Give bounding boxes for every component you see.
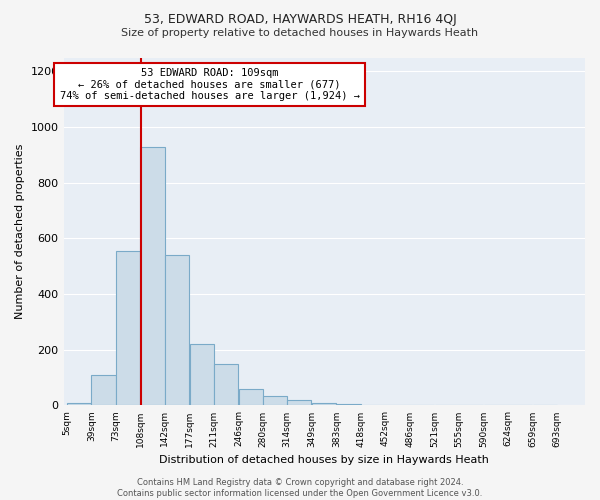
Bar — [67, 402, 91, 406]
Bar — [164, 255, 189, 406]
Bar — [263, 396, 287, 406]
Bar — [312, 402, 337, 406]
Text: 53 EDWARD ROAD: 109sqm
← 26% of detached houses are smaller (677)
74% of semi-de: 53 EDWARD ROAD: 109sqm ← 26% of detached… — [59, 68, 359, 101]
Text: Contains HM Land Registry data © Crown copyright and database right 2024.
Contai: Contains HM Land Registry data © Crown c… — [118, 478, 482, 498]
Bar — [190, 344, 214, 406]
Y-axis label: Number of detached properties: Number of detached properties — [15, 144, 25, 319]
Bar — [287, 400, 311, 406]
Text: Size of property relative to detached houses in Haywards Heath: Size of property relative to detached ho… — [121, 28, 479, 38]
Bar — [91, 375, 116, 406]
Bar — [116, 251, 140, 406]
Bar — [337, 404, 361, 406]
Bar — [214, 364, 238, 406]
Bar — [239, 388, 263, 406]
Bar — [361, 405, 386, 406]
X-axis label: Distribution of detached houses by size in Haywards Heath: Distribution of detached houses by size … — [160, 455, 489, 465]
Text: 53, EDWARD ROAD, HAYWARDS HEATH, RH16 4QJ: 53, EDWARD ROAD, HAYWARDS HEATH, RH16 4Q… — [143, 12, 457, 26]
Bar — [140, 146, 164, 406]
